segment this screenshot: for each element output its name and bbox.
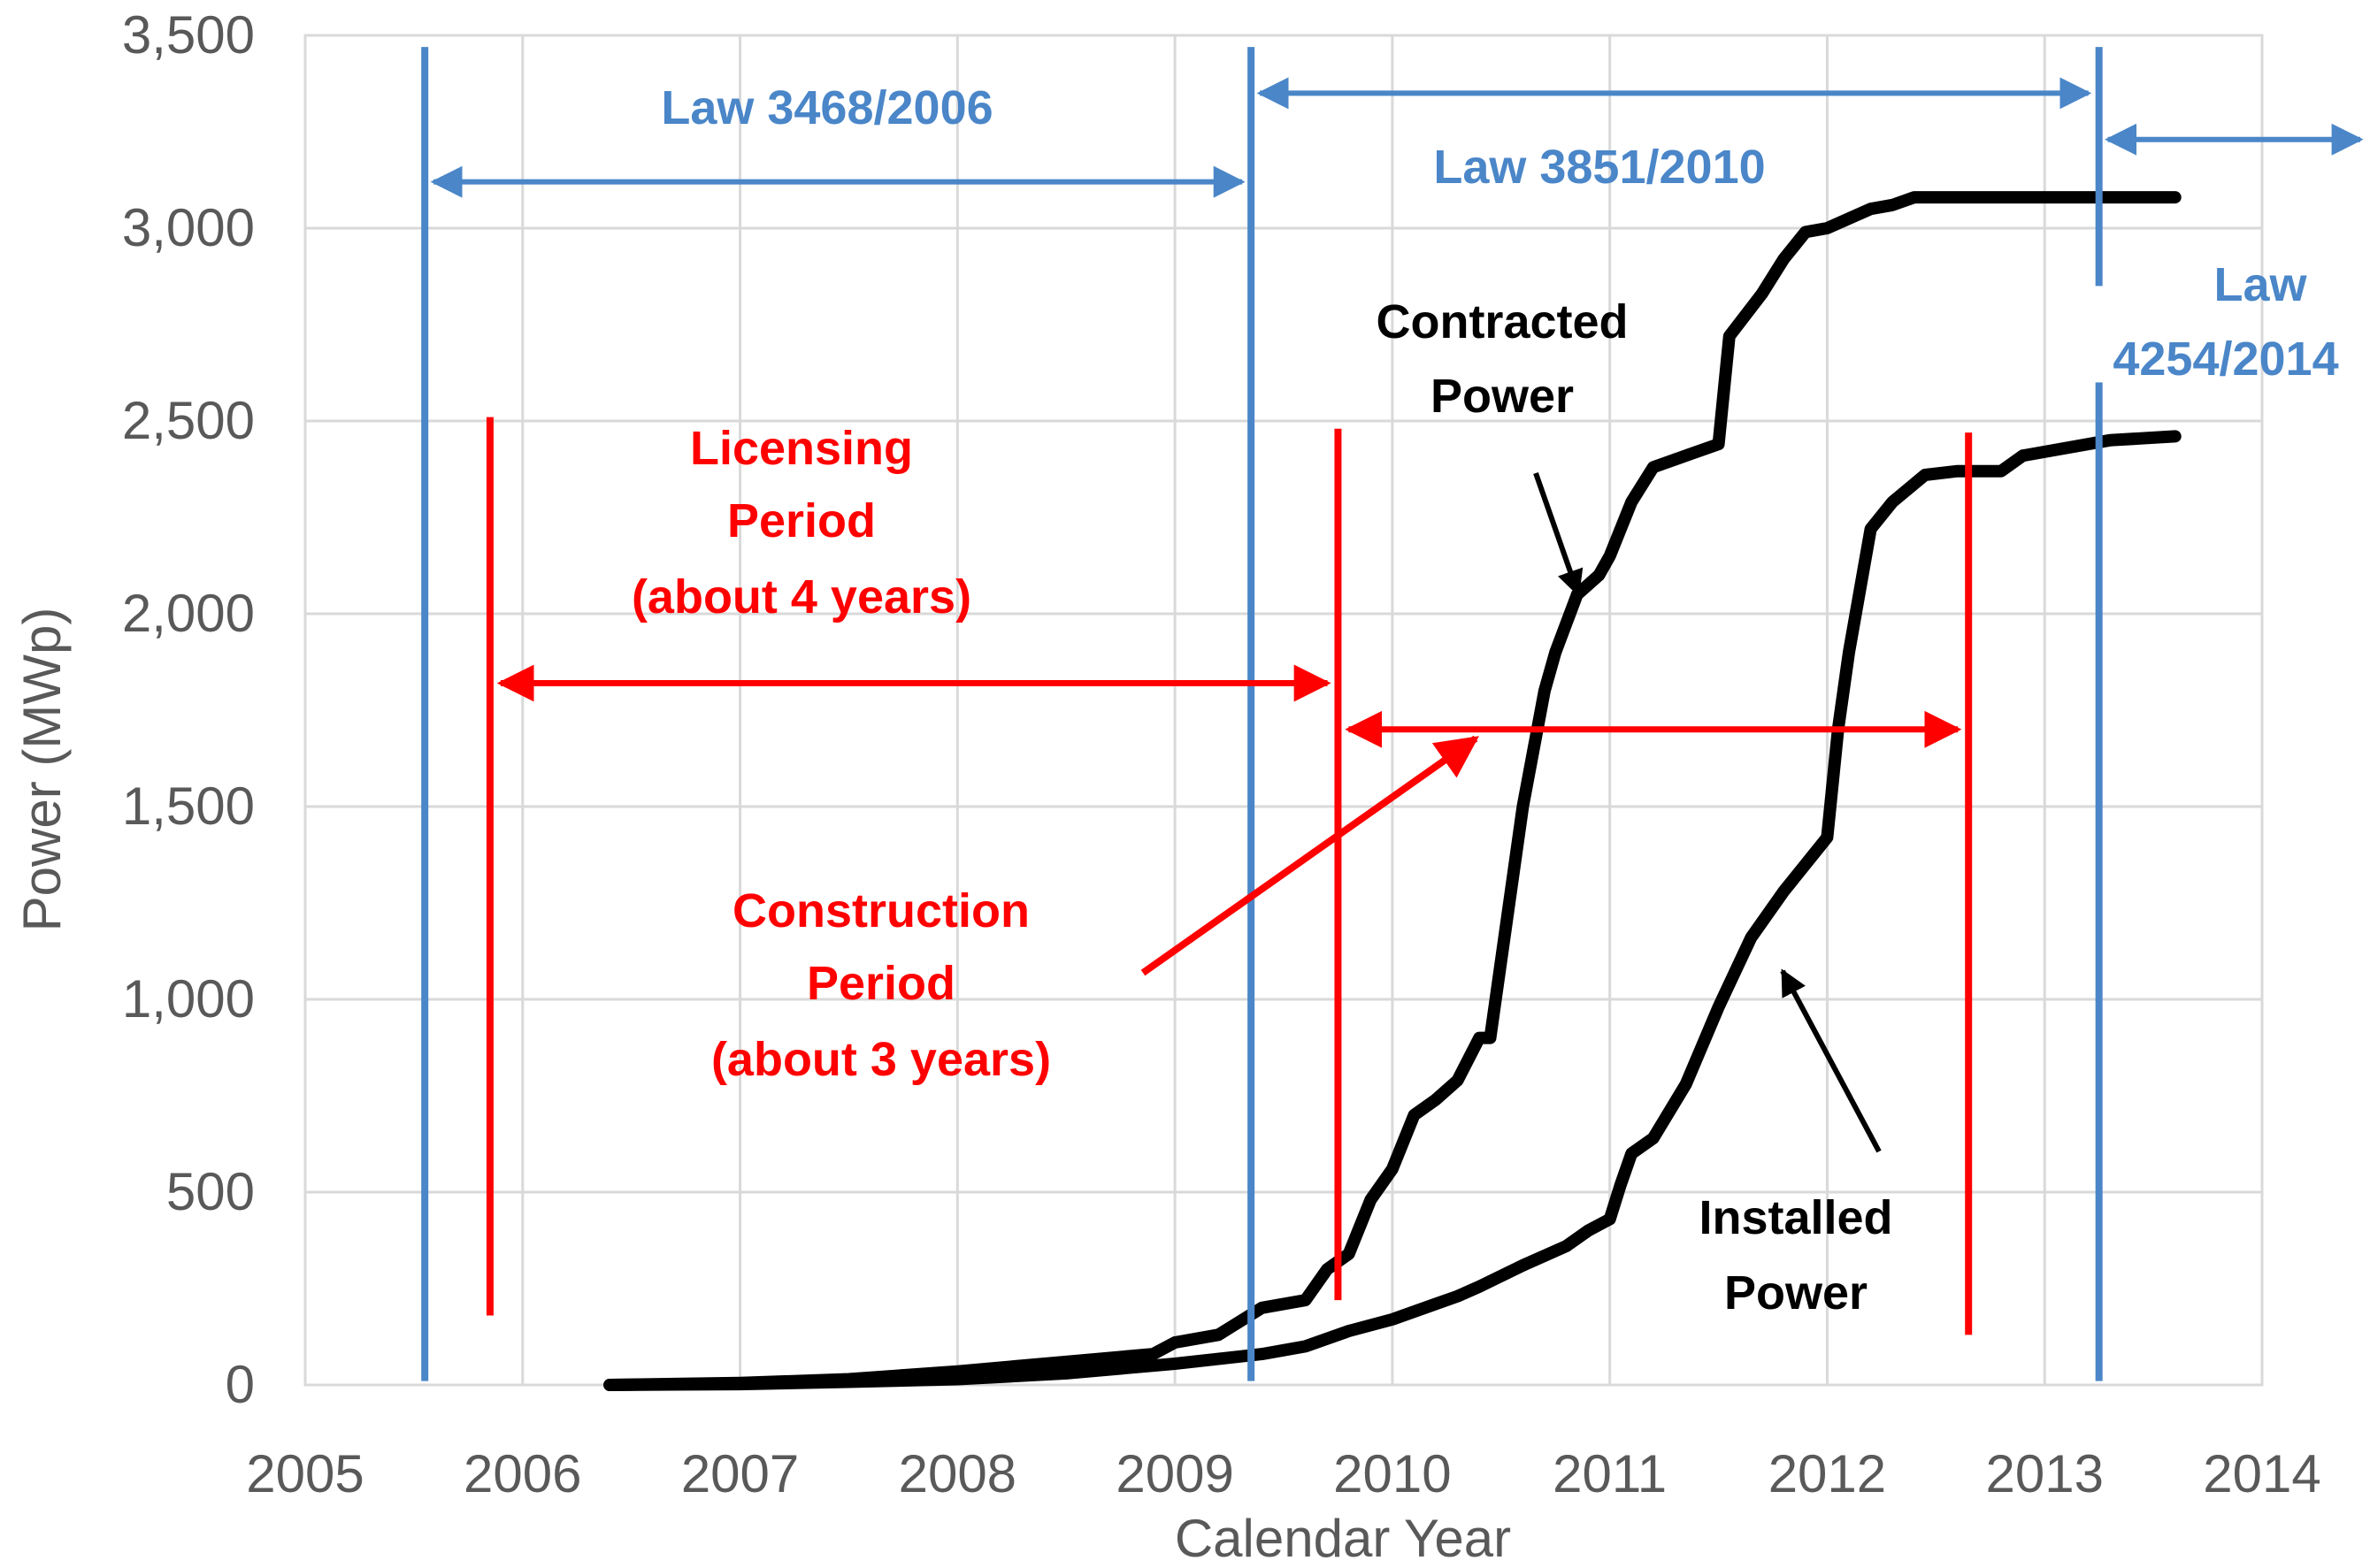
y-tick-label: 1,500 bbox=[122, 776, 255, 836]
y-axis-ticks: 0 500 1,000 1,500 2,000 2,500 3,000 3,500 bbox=[122, 5, 255, 1414]
y-tick-label: 2,000 bbox=[122, 584, 255, 643]
y-tick-label: 3,500 bbox=[122, 5, 255, 65]
contracted-power-line bbox=[603, 191, 2182, 1391]
law-line-gap bbox=[2091, 286, 2106, 383]
x-tick-label: 2014 bbox=[2203, 1444, 2320, 1503]
x-tick-label: 2010 bbox=[1333, 1444, 1451, 1503]
y-tick-label: 1,000 bbox=[122, 969, 255, 1029]
construction-period-line1: Construction bbox=[732, 884, 1030, 937]
x-axis-ticks: 2005 2006 2007 2008 2009 2010 2011 2012 2013 2014 bbox=[246, 1444, 2320, 1503]
installed-power-line bbox=[603, 430, 2182, 1391]
y-axis-title: Power (MWp) bbox=[12, 608, 72, 932]
construction-period-line2: Period bbox=[807, 957, 955, 1010]
contracted-power-line1: Contracted bbox=[1376, 295, 1628, 348]
x-tick-label: 2008 bbox=[899, 1444, 1016, 1503]
grid bbox=[303, 34, 2264, 1387]
contracted-power-line2: Power bbox=[1430, 370, 1574, 423]
licensing-period-line2: Period bbox=[727, 494, 876, 547]
construction-pointer-arrow bbox=[1140, 735, 1479, 976]
law-4254-label-line1: Law bbox=[2213, 258, 2307, 311]
x-tick-label: 2013 bbox=[1985, 1444, 2103, 1503]
contracted-pointer-arrow bbox=[1533, 472, 1584, 597]
x-tick-label: 2006 bbox=[464, 1444, 581, 1503]
installed-power-line2: Power bbox=[1724, 1266, 1868, 1319]
x-tick-label: 2011 bbox=[1553, 1444, 1667, 1503]
x-tick-label: 2005 bbox=[246, 1444, 364, 1503]
y-tick-label: 500 bbox=[166, 1162, 255, 1221]
installed-power-line1: Installed bbox=[1699, 1191, 1892, 1244]
annotations-group bbox=[421, 47, 2364, 1381]
y-tick-label: 3,000 bbox=[122, 198, 255, 257]
installed-pointer-arrow bbox=[1780, 968, 1882, 1153]
licensing-period-line3: (about 4 years) bbox=[632, 570, 971, 623]
law-3851-label: Law 3851/2010 bbox=[1433, 141, 1765, 194]
series-group bbox=[603, 191, 2182, 1391]
x-tick-label: 2012 bbox=[1768, 1444, 1886, 1503]
construction-period-line3: (about 3 years) bbox=[711, 1033, 1051, 1086]
y-tick-label: 2,500 bbox=[122, 391, 255, 450]
x-tick-label: 2007 bbox=[681, 1444, 799, 1503]
x-tick-label: 2009 bbox=[1116, 1444, 1233, 1503]
y-tick-label: 0 bbox=[226, 1355, 255, 1414]
law-3468-label: Law 3468/2006 bbox=[661, 81, 993, 134]
law-4254-label-line2: 4254/2014 bbox=[2113, 333, 2338, 386]
licensing-period-line1: Licensing bbox=[690, 422, 913, 475]
x-axis-title: Calendar Year bbox=[1175, 1509, 1511, 1568]
